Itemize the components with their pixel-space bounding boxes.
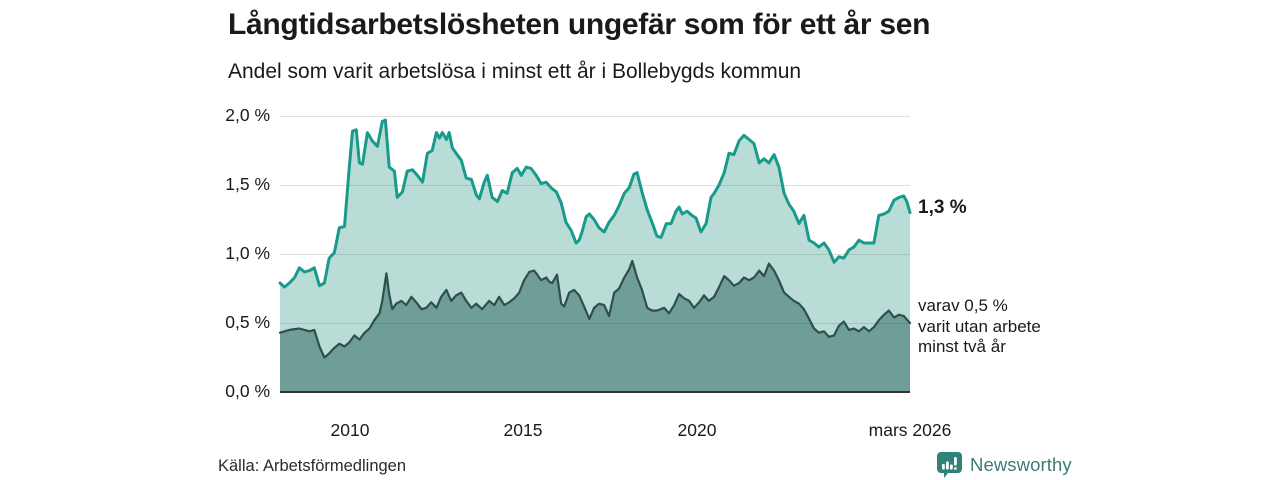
line-series-0	[278, 118, 912, 289]
series-end-value-label: 1,3 %	[918, 197, 967, 218]
x-tick-label: 2020	[677, 420, 717, 440]
y-tick-label: 2,0 %	[225, 105, 270, 125]
source-attribution: Källa: Arbetsförmedlingen	[218, 457, 407, 475]
chart-subtitle: Andel som varit arbetslösa i minst ett å…	[228, 60, 802, 83]
y-tick-label: 0,0 %	[225, 381, 270, 401]
line-series-1	[278, 259, 912, 359]
x-tick-label: mars 2026	[868, 420, 952, 440]
area-fill-series-1	[280, 260, 910, 392]
secondary-series-label: varav 0,5 % varit utan arbete minst två …	[918, 296, 1041, 358]
x-tick-label: 2015	[503, 420, 543, 440]
chart-title: Långtidsarbetslösheten ungefär som för e…	[228, 8, 931, 41]
secondary-series-label-line: minst två år	[918, 337, 1006, 356]
newsworthy-wordmark: Newsworthy	[970, 453, 1072, 475]
secondary-series-label-line: varit utan arbete	[918, 316, 1041, 336]
y-tick-label: 1,0 %	[225, 243, 270, 263]
y-tick-label: 0,5 %	[225, 312, 270, 332]
secondary-series-label-line: varav 0,5 %	[918, 296, 1008, 315]
y-tick-label: 1,5 %	[225, 174, 270, 194]
x-tick-label: 2010	[330, 420, 370, 440]
newsworthy-logo-icon	[937, 452, 962, 478]
newsworthy-branding: Newsworthy	[936, 451, 1072, 478]
